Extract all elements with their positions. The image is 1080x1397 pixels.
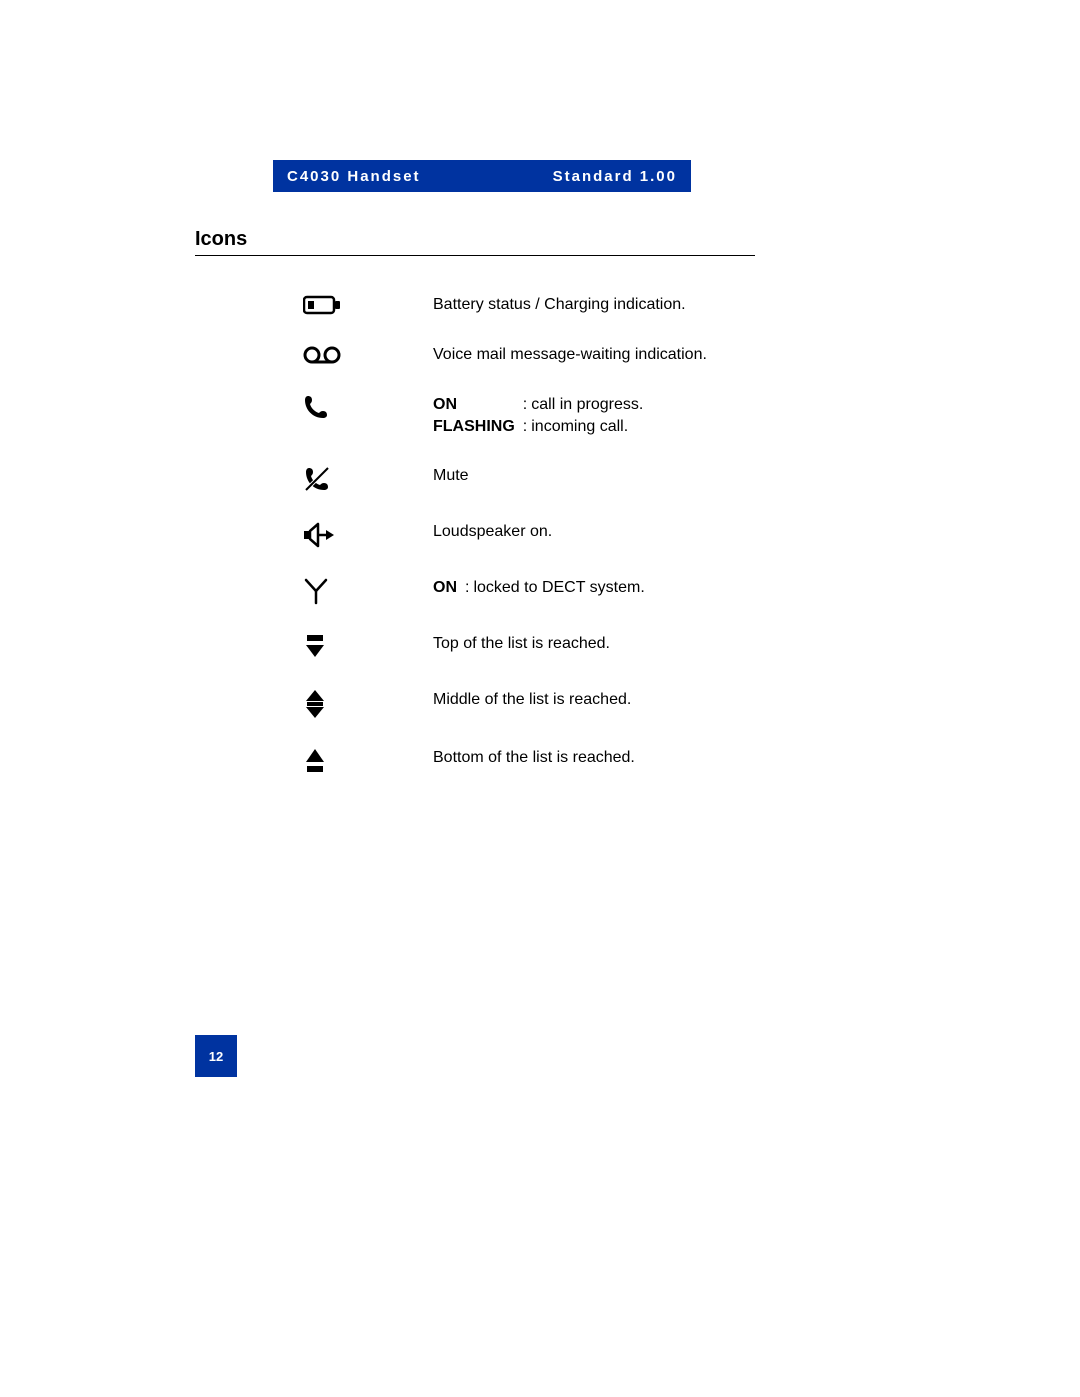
icon-description: Bottom of the list is reached. [433,747,635,769]
icon-table: Battery status / Charging indication. Vo… [303,294,885,775]
icon-description: Voice mail message-waiting indication. [433,344,707,366]
loudspeaker-icon [303,521,433,549]
state-label: FLASHING [433,416,523,438]
icon-description: Top of the list is reached. [433,633,610,655]
icon-row: ON : call in progress. FLASHING : incomi… [303,394,885,437]
icon-description: Loudspeaker on. [433,521,552,543]
icon-description: ON : call in progress. FLASHING : incomi… [433,394,643,437]
icon-row: Bottom of the list is reached. [303,747,885,775]
state-text: call in progress. [531,394,643,416]
header-left: C4030 Handset [287,168,421,185]
icon-row: Mute [303,465,885,493]
state-text: locked to DECT system. [473,577,644,599]
page-number: 12 [195,1035,237,1077]
header-right: Standard 1.00 [553,168,677,185]
icon-description: Mute [433,465,469,487]
icon-description: Middle of the list is reached. [433,689,631,711]
icon-row: Battery status / Charging indication. [303,294,885,316]
antenna-icon [303,577,433,605]
list-bottom-icon [303,747,433,775]
icon-row: Loudspeaker on. [303,521,885,549]
battery-icon [303,294,433,316]
list-top-icon [303,633,433,661]
icon-description: ON : locked to DECT system. [433,577,645,599]
icon-row: ON : locked to DECT system. [303,577,885,605]
header-bar: C4030 Handset Standard 1.00 [273,160,691,192]
state-label: ON [433,577,465,599]
section-title: Icons [195,228,755,256]
state-text: incoming call. [531,416,643,438]
list-middle-icon [303,689,433,719]
document-page: C4030 Handset Standard 1.00 Icons Batter… [195,160,885,803]
phone-icon [303,394,433,420]
voicemail-icon [303,344,433,366]
icon-row: Top of the list is reached. [303,633,885,661]
mute-icon [303,465,433,493]
icon-description: Battery status / Charging indication. [433,294,686,316]
icon-row: Middle of the list is reached. [303,689,885,719]
state-label: ON [433,394,523,416]
icon-row: Voice mail message-waiting indication. [303,344,885,366]
